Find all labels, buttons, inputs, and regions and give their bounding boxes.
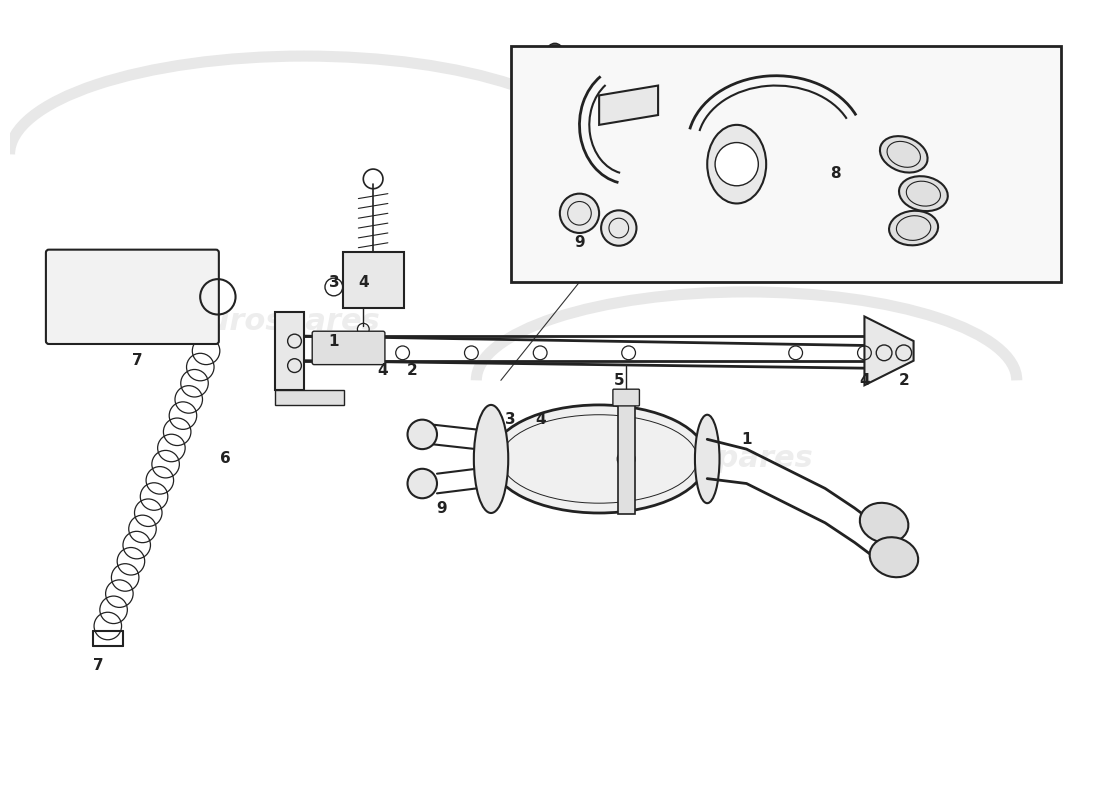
Text: 4: 4 — [358, 274, 368, 290]
FancyBboxPatch shape — [613, 389, 639, 406]
Text: 6: 6 — [220, 451, 231, 466]
Text: eurospares: eurospares — [620, 445, 813, 474]
Ellipse shape — [896, 216, 931, 240]
Ellipse shape — [870, 538, 918, 578]
Ellipse shape — [880, 136, 927, 173]
Text: 4: 4 — [535, 412, 546, 427]
Text: 7: 7 — [132, 353, 143, 368]
Circle shape — [547, 43, 563, 59]
Bar — [510, 46, 1062, 282]
Text: 9: 9 — [574, 235, 585, 250]
Ellipse shape — [707, 125, 767, 203]
Ellipse shape — [491, 405, 707, 513]
Circle shape — [407, 469, 437, 498]
Text: 1: 1 — [329, 334, 339, 349]
FancyBboxPatch shape — [618, 404, 635, 514]
Text: 8: 8 — [829, 166, 840, 182]
Ellipse shape — [906, 181, 940, 206]
FancyBboxPatch shape — [46, 250, 219, 344]
Polygon shape — [600, 86, 658, 125]
Polygon shape — [865, 317, 914, 386]
Text: 5: 5 — [614, 373, 624, 388]
Text: eurospares: eurospares — [647, 213, 788, 233]
Text: 3: 3 — [329, 274, 339, 290]
Ellipse shape — [889, 210, 938, 246]
Circle shape — [715, 142, 758, 186]
FancyBboxPatch shape — [343, 252, 404, 308]
Circle shape — [601, 210, 637, 246]
Ellipse shape — [860, 503, 909, 543]
Text: 4: 4 — [859, 373, 870, 388]
Text: 3: 3 — [505, 412, 516, 427]
Circle shape — [617, 450, 635, 468]
FancyBboxPatch shape — [312, 331, 385, 365]
Ellipse shape — [474, 405, 508, 513]
Ellipse shape — [887, 142, 921, 167]
Text: eurospares: eurospares — [188, 307, 381, 336]
Text: 1: 1 — [741, 432, 751, 447]
Polygon shape — [275, 390, 343, 405]
Text: 9: 9 — [437, 501, 448, 515]
Text: 4: 4 — [377, 363, 388, 378]
Text: 7: 7 — [92, 658, 103, 673]
Text: 2: 2 — [407, 363, 418, 378]
Text: 2: 2 — [899, 373, 909, 388]
Ellipse shape — [899, 176, 948, 211]
Circle shape — [560, 194, 600, 233]
Ellipse shape — [695, 414, 719, 503]
Polygon shape — [275, 311, 305, 390]
Circle shape — [407, 420, 437, 449]
